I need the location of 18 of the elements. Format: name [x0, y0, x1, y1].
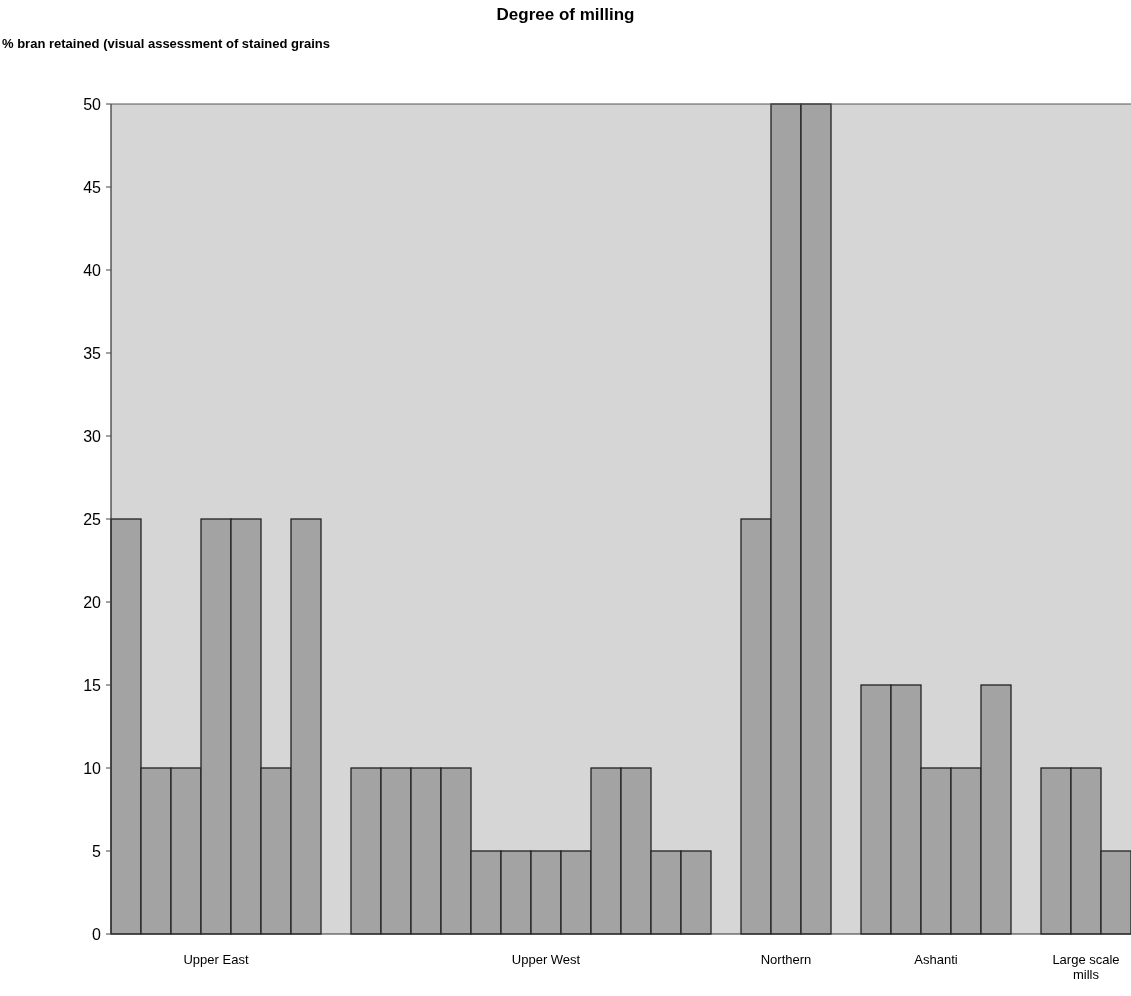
- y-tick-label: 50: [83, 95, 102, 113]
- y-axis-title: % bran retained (visual assessment of stained grains: [2, 36, 331, 51]
- y-tick-label: 30: [83, 427, 102, 445]
- y-tick-label: 0: [92, 925, 102, 943]
- x-tick-label: Ashanti: [914, 952, 958, 967]
- y-tick-label: 10: [83, 759, 102, 777]
- y-tick-label: 35: [83, 344, 102, 362]
- y-tick-label: 20: [83, 593, 102, 611]
- chart-title: Degree of milling: [496, 5, 635, 24]
- y-tick-label: 40: [83, 261, 102, 279]
- y-tick-label: 45: [83, 178, 102, 196]
- y-tick-label: 15: [83, 676, 102, 694]
- x-tick-label: Upper East: [183, 952, 249, 967]
- x-tick-label: Northern: [760, 952, 812, 967]
- x-tick-label: Large scale mills: [1052, 952, 1120, 982]
- x-tick-label: Upper West: [511, 952, 581, 967]
- y-tick-label: 5: [92, 842, 102, 860]
- y-tick-label: 25: [83, 510, 102, 528]
